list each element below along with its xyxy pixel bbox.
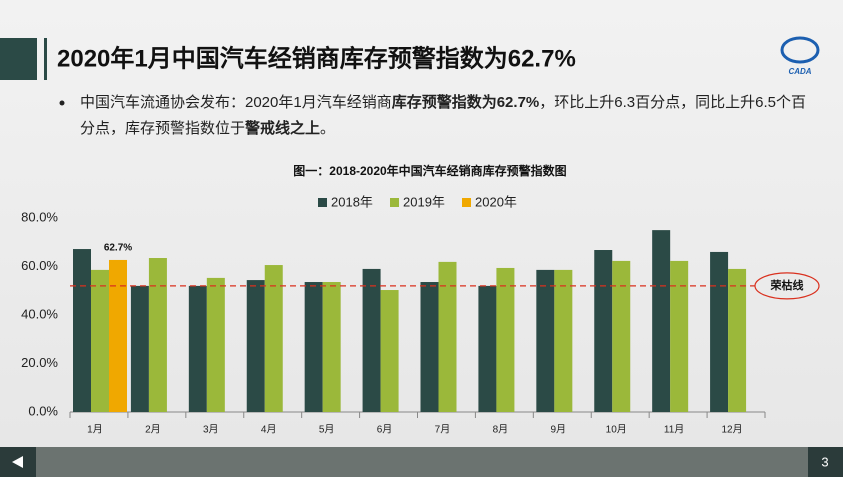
- bullet-segment: 中国汽车流通协会发布：2020年1月汽车经销商: [80, 94, 392, 111]
- reference-label: 荣枯线: [770, 278, 804, 292]
- bar: [670, 260, 689, 412]
- chart-title: 图一：2018-2020年中国汽车经销商库存预警指数图: [293, 163, 566, 178]
- legend-label: 2019年: [403, 194, 445, 209]
- bar: [130, 285, 149, 412]
- bar: [728, 268, 747, 412]
- y-tick-label: 20.0%: [21, 355, 58, 370]
- x-tick-label: 11月: [664, 424, 684, 436]
- page-box: [808, 447, 843, 477]
- x-tick-label: 4月: [261, 424, 277, 436]
- logo-mark: [780, 36, 820, 64]
- legend-label: 2018年: [331, 194, 373, 209]
- bar: [322, 282, 341, 412]
- bar: [73, 249, 91, 412]
- logo: CADA: [788, 67, 811, 76]
- x-tick-label: 2月: [145, 424, 161, 436]
- title-stripe: [0, 38, 37, 80]
- bar: [536, 269, 555, 412]
- bar: [264, 265, 283, 412]
- bar: [612, 260, 631, 412]
- bar: [109, 259, 127, 412]
- x-tick-label: 5月: [319, 424, 335, 436]
- x-tick-label: 7月: [435, 424, 451, 436]
- bar: [710, 251, 729, 412]
- reference-ellipse: [754, 272, 820, 300]
- bullet-segment: 。: [320, 120, 336, 137]
- bar: [380, 290, 399, 412]
- legend-swatch: [318, 198, 327, 207]
- bullet-segment: 库存预警指数为62.7%: [391, 94, 540, 111]
- x-tick-label: 9月: [551, 424, 567, 436]
- y-tick-label: 60.0%: [21, 258, 58, 273]
- bar: [304, 282, 323, 412]
- bar: [420, 282, 439, 412]
- y-tick-label: 0.0%: [28, 403, 58, 418]
- bullet-dot: [59, 100, 65, 106]
- y-tick-label: 80.0%: [21, 209, 58, 224]
- bar: [91, 269, 109, 412]
- slide-title: 2020年1月中国汽车经销商库存预警指数为62.7%: [57, 44, 576, 72]
- legend-swatch: [462, 198, 471, 207]
- x-tick-label: 12月: [721, 424, 742, 436]
- bar: [496, 267, 515, 412]
- bullet-segment: 警戒线之上: [245, 120, 321, 137]
- footer-bar: [0, 447, 843, 477]
- legend-label: 2020年: [475, 194, 517, 209]
- x-tick-label: 3月: [203, 424, 219, 436]
- data-label: 62.7%: [104, 243, 132, 254]
- bullet-segment: ，环比上升6.3百分点，同比上升6.5个百分点，库存预警指数位于: [80, 94, 806, 137]
- page-number: 3: [821, 454, 828, 469]
- bar: [188, 285, 207, 412]
- bar: [478, 285, 497, 412]
- bar: [554, 269, 573, 412]
- bar: [438, 261, 457, 412]
- x-tick-label: 1月: [87, 424, 103, 436]
- bar: [206, 277, 225, 412]
- bar: [594, 250, 613, 412]
- legend-swatch: [390, 198, 399, 207]
- x-tick-label: 6月: [377, 424, 393, 436]
- bar: [362, 268, 381, 412]
- prev-arrow[interactable]: [12, 456, 23, 468]
- bullet-text: 中国汽车流通协会发布：2020年1月汽车经销商库存预警指数为62.7%，环比上升…: [80, 90, 810, 142]
- y-tick-label: 40.0%: [21, 306, 58, 321]
- x-tick-label: 10月: [606, 424, 627, 436]
- bar: [246, 280, 265, 412]
- x-tick-label: 8月: [493, 424, 509, 436]
- bar: [148, 258, 167, 412]
- bar: [652, 230, 671, 412]
- title-stripe: [44, 38, 47, 80]
